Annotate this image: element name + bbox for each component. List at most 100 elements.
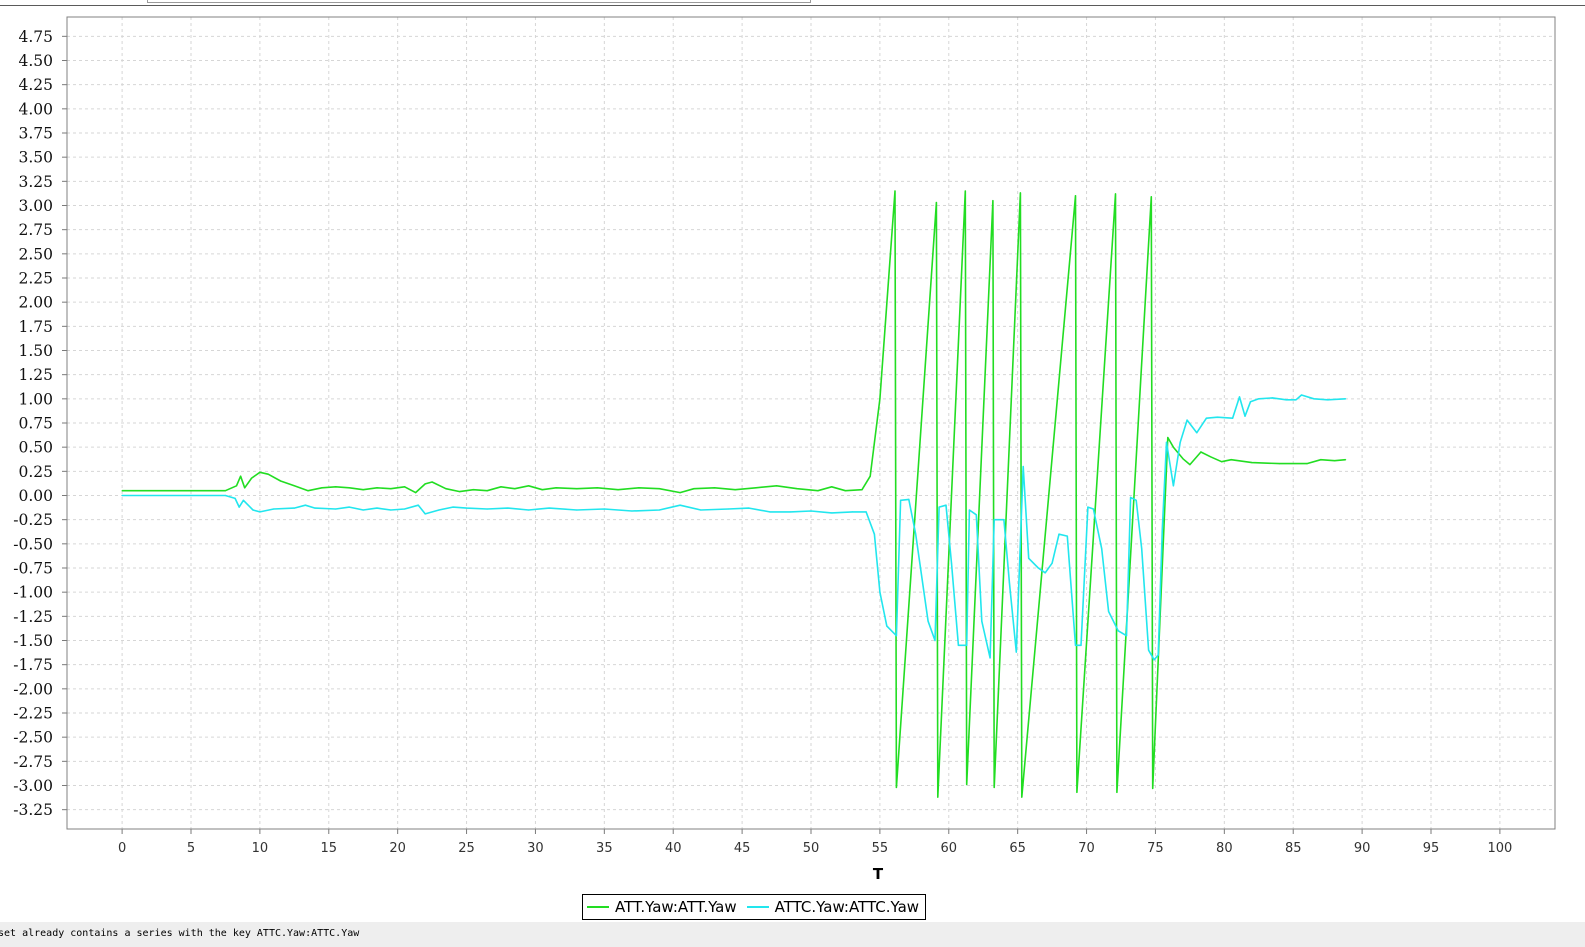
series-0-point	[734, 489, 736, 491]
series-1-point	[1196, 432, 1198, 434]
grid-layer	[67, 17, 1555, 829]
x-tick-label: 20	[389, 841, 406, 856]
series-0-point	[1182, 458, 1184, 460]
series-1-point	[1028, 557, 1030, 559]
y-tick-label: -1.25	[13, 608, 53, 626]
series-0-point	[755, 487, 757, 489]
series-1-point	[895, 635, 898, 637]
series-1-point	[1285, 399, 1287, 401]
series-1-point	[259, 511, 261, 513]
series-1-point	[1037, 567, 1039, 569]
top-toolbar	[0, 0, 1585, 6]
status-bar: aset already contains a series with the …	[0, 922, 1585, 947]
y-tick-label: 3.50	[18, 149, 53, 167]
series-1-point	[1003, 519, 1005, 521]
x-tick-label: 25	[458, 841, 475, 856]
series-0-point	[267, 473, 269, 475]
series-1-point	[769, 511, 771, 513]
series-1-point	[851, 511, 853, 513]
series-0-point	[1019, 192, 1022, 194]
series-0-point	[459, 491, 461, 493]
series-1-point	[957, 644, 960, 646]
series-1-point	[1216, 416, 1218, 418]
series-1-point	[900, 499, 902, 501]
series-1-point	[1258, 398, 1260, 400]
series-1-point	[252, 509, 254, 511]
series-0-point	[993, 786, 995, 789]
series-1-point	[424, 513, 426, 515]
x-tick-label: 0	[118, 841, 126, 856]
series-1-point	[865, 511, 867, 513]
status-message: aset already contains a series with the …	[0, 928, 360, 939]
series-0-point	[348, 487, 350, 489]
x-tick-label: 35	[596, 841, 613, 856]
y-tick-label: 1.75	[18, 318, 53, 336]
y-tick-label: 4.75	[18, 28, 53, 46]
series-1-point	[1157, 654, 1159, 656]
series-1-point	[1186, 419, 1188, 421]
y-tick-label: -3.00	[13, 777, 53, 795]
y-tick-label: -1.00	[13, 584, 53, 602]
series-1-point	[507, 507, 509, 509]
y-tick-label: -2.75	[13, 753, 53, 771]
y-tick-label: -1.75	[13, 656, 53, 674]
series-1-point	[1272, 397, 1274, 399]
series-1-point	[831, 512, 833, 514]
y-tick-label: 2.00	[18, 294, 53, 312]
series-1-point	[234, 497, 236, 499]
series-1-point	[603, 508, 605, 510]
series-0-point	[528, 485, 530, 487]
series-0-point	[404, 486, 406, 488]
series-1-point	[242, 499, 244, 501]
series-0-point	[679, 492, 681, 494]
series-1-point	[438, 509, 440, 511]
series-0-point	[1210, 456, 1212, 458]
legend-item-att-yaw: ATT.Yaw:ATT.Yaw	[587, 898, 737, 916]
top-input-field[interactable]	[147, 0, 811, 3]
series-1-point	[1141, 548, 1143, 550]
x-tick-label: 75	[1147, 841, 1164, 856]
series-0-point	[861, 489, 863, 491]
x-tick-label: 5	[187, 841, 195, 856]
series-1-point	[679, 504, 681, 506]
series-0-point	[500, 486, 502, 488]
series-0-point	[376, 487, 378, 489]
series-1-point	[975, 514, 977, 516]
series-1-point	[1232, 417, 1234, 419]
series-1-point	[1074, 644, 1077, 646]
series-0-point	[307, 490, 309, 492]
series-layer	[121, 190, 1347, 798]
y-tick-label: -3.25	[13, 801, 53, 819]
series-0-point	[1114, 193, 1117, 195]
legend-label-att-yaw: ATT.Yaw:ATT.Yaw	[615, 898, 737, 916]
series-0-point	[966, 783, 968, 786]
series-0-point	[121, 490, 123, 492]
series-1-point	[1087, 506, 1089, 508]
series-1-point	[981, 620, 983, 622]
series-1-point	[934, 639, 936, 642]
y-tick-label: 2.50	[18, 245, 53, 263]
series-0-point	[335, 486, 337, 488]
series-1-point	[1165, 441, 1168, 443]
series-1-point	[1295, 399, 1297, 401]
series-1-point	[927, 620, 929, 622]
line-chart: 0 5 10 15 20 25 30 35 40 45 50 55 60 65 70 75 80 85 90 95 10…	[13, 16, 1556, 883]
series-0-point	[1167, 436, 1169, 439]
series-0-point	[831, 486, 833, 488]
series-0-point	[776, 485, 778, 487]
series-0-point	[869, 475, 871, 477]
series-0-point	[541, 489, 543, 491]
y-tick-label: -0.75	[13, 560, 53, 578]
series-0-point	[1150, 196, 1152, 198]
series-1-point	[304, 504, 306, 506]
series-1-point	[528, 509, 530, 511]
series-1-point	[576, 509, 578, 511]
y-tick-label: 2.75	[18, 221, 53, 239]
series-0-point	[596, 487, 599, 489]
series-1-point	[452, 506, 454, 508]
y-tick-label: -2.25	[13, 705, 53, 723]
series-1-point	[314, 507, 316, 509]
series-0-point	[390, 488, 392, 490]
series-1-point	[1008, 581, 1011, 584]
series-1-point	[1108, 610, 1110, 613]
